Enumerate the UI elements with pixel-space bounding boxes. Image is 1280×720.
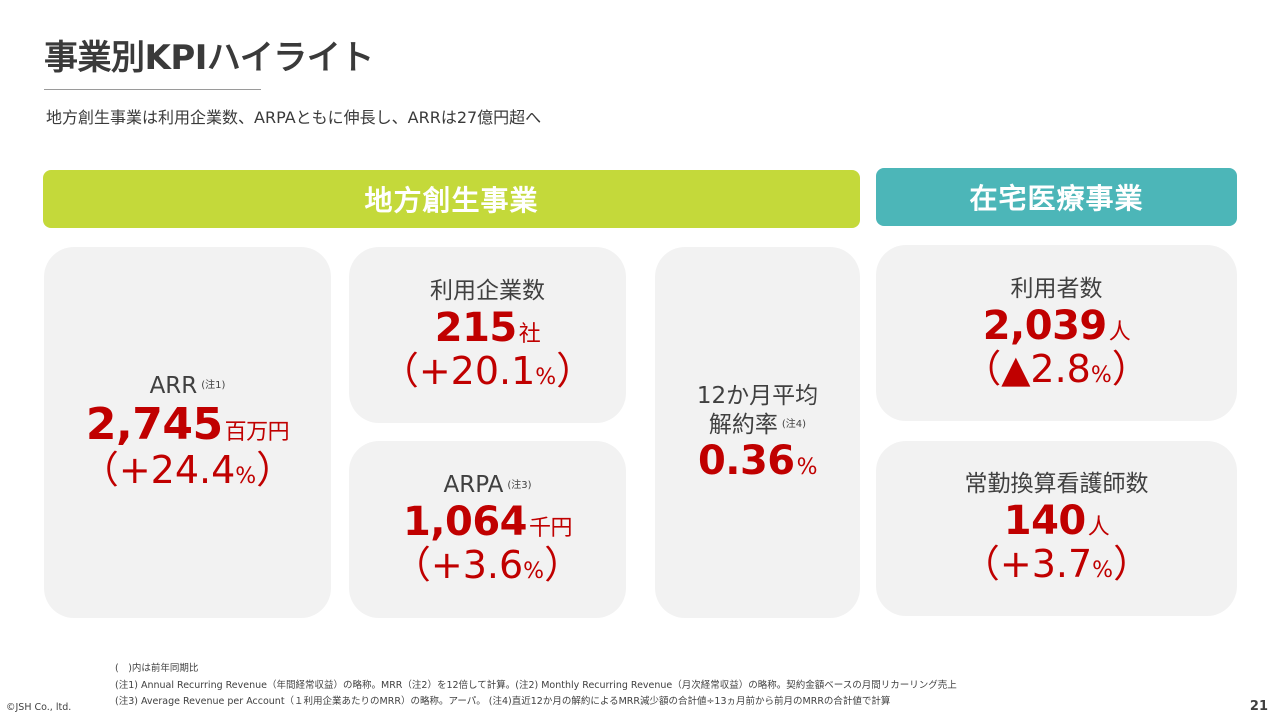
kpi-value: 215社 xyxy=(434,304,541,351)
page-title: 事業別KPIハイライト xyxy=(44,38,374,78)
kpi-value: 140人 xyxy=(1003,498,1110,545)
kpi-value: 2,745百万円 xyxy=(85,398,290,450)
kpi-unit: % xyxy=(796,455,818,481)
kpi-card-arpa: ARPA (注3) 1,064千円 （+3.6%） xyxy=(349,441,626,618)
kpi-label: 常勤換算看護師数 xyxy=(964,471,1149,498)
footnote-line: (注1) Annual Recurring Revenue（年間経常収益）の略称… xyxy=(115,679,957,691)
kpi-label: ARPA (注3) xyxy=(443,472,532,499)
copyright: ©JSH Co., ltd. xyxy=(6,702,72,713)
footnote-line: (注3) Average Revenue per Account（１利用企業あた… xyxy=(115,696,891,707)
kpi-unit: 人 xyxy=(1087,515,1110,541)
footnote-line: ( )内は前年同期比 xyxy=(115,663,199,674)
kpi-unit: 千円 xyxy=(529,516,573,542)
page-number: 21 xyxy=(1249,699,1268,714)
kpi-card-nurses: 常勤換算看護師数 140人 （+3.7%） xyxy=(876,441,1237,616)
kpi-change: （▲2.8%） xyxy=(963,346,1150,391)
kpi-unit: 社 xyxy=(518,321,541,347)
kpi-card-arr: ARR (注1) 2,745百万円 （+24.4%） xyxy=(44,247,331,618)
kpi-label: 利用者数 xyxy=(1010,275,1103,302)
kpi-card-client-companies: 利用企業数 215社 （+20.1%） xyxy=(349,247,626,423)
kpi-unit: 人 xyxy=(1108,319,1131,345)
kpi-value: 1,064千円 xyxy=(402,499,573,546)
kpi-card-patients: 利用者数 2,039人 （▲2.8%） xyxy=(876,245,1237,421)
footnotes: ( )内は前年同期比 (注1) Annual Recurring Revenue… xyxy=(115,661,957,711)
section-header-homecare: 在宅医療事業 xyxy=(876,168,1237,226)
title-divider xyxy=(44,89,261,90)
page-subtitle: 地方創生事業は利用企業数、ARPAともに伸長し、ARRは27億円超へ xyxy=(46,108,542,127)
kpi-change: （+20.1%） xyxy=(380,348,595,393)
footnote-marker: (注4) xyxy=(781,418,807,430)
section-header-regional: 地方創生事業 xyxy=(43,170,860,228)
kpi-label: ARR (注1) xyxy=(149,373,226,400)
kpi-label: 解約率 (注4) xyxy=(708,411,807,438)
kpi-label: 12か月平均 xyxy=(696,382,819,409)
kpi-change: （+24.4%） xyxy=(80,448,295,493)
kpi-value: 0.36% xyxy=(697,438,818,485)
kpi-change: （+3.7%） xyxy=(961,542,1152,587)
kpi-change: （+3.6%） xyxy=(392,543,583,588)
footnote-marker: (注3) xyxy=(507,479,532,491)
kpi-card-churn-rate: 12か月平均 解約率 (注4) 0.36% xyxy=(655,247,860,618)
kpi-unit: 百万円 xyxy=(224,419,290,445)
footnote-marker: (注1) xyxy=(201,380,226,392)
kpi-label: 利用企業数 xyxy=(430,277,545,304)
kpi-value: 2,039人 xyxy=(982,302,1131,349)
